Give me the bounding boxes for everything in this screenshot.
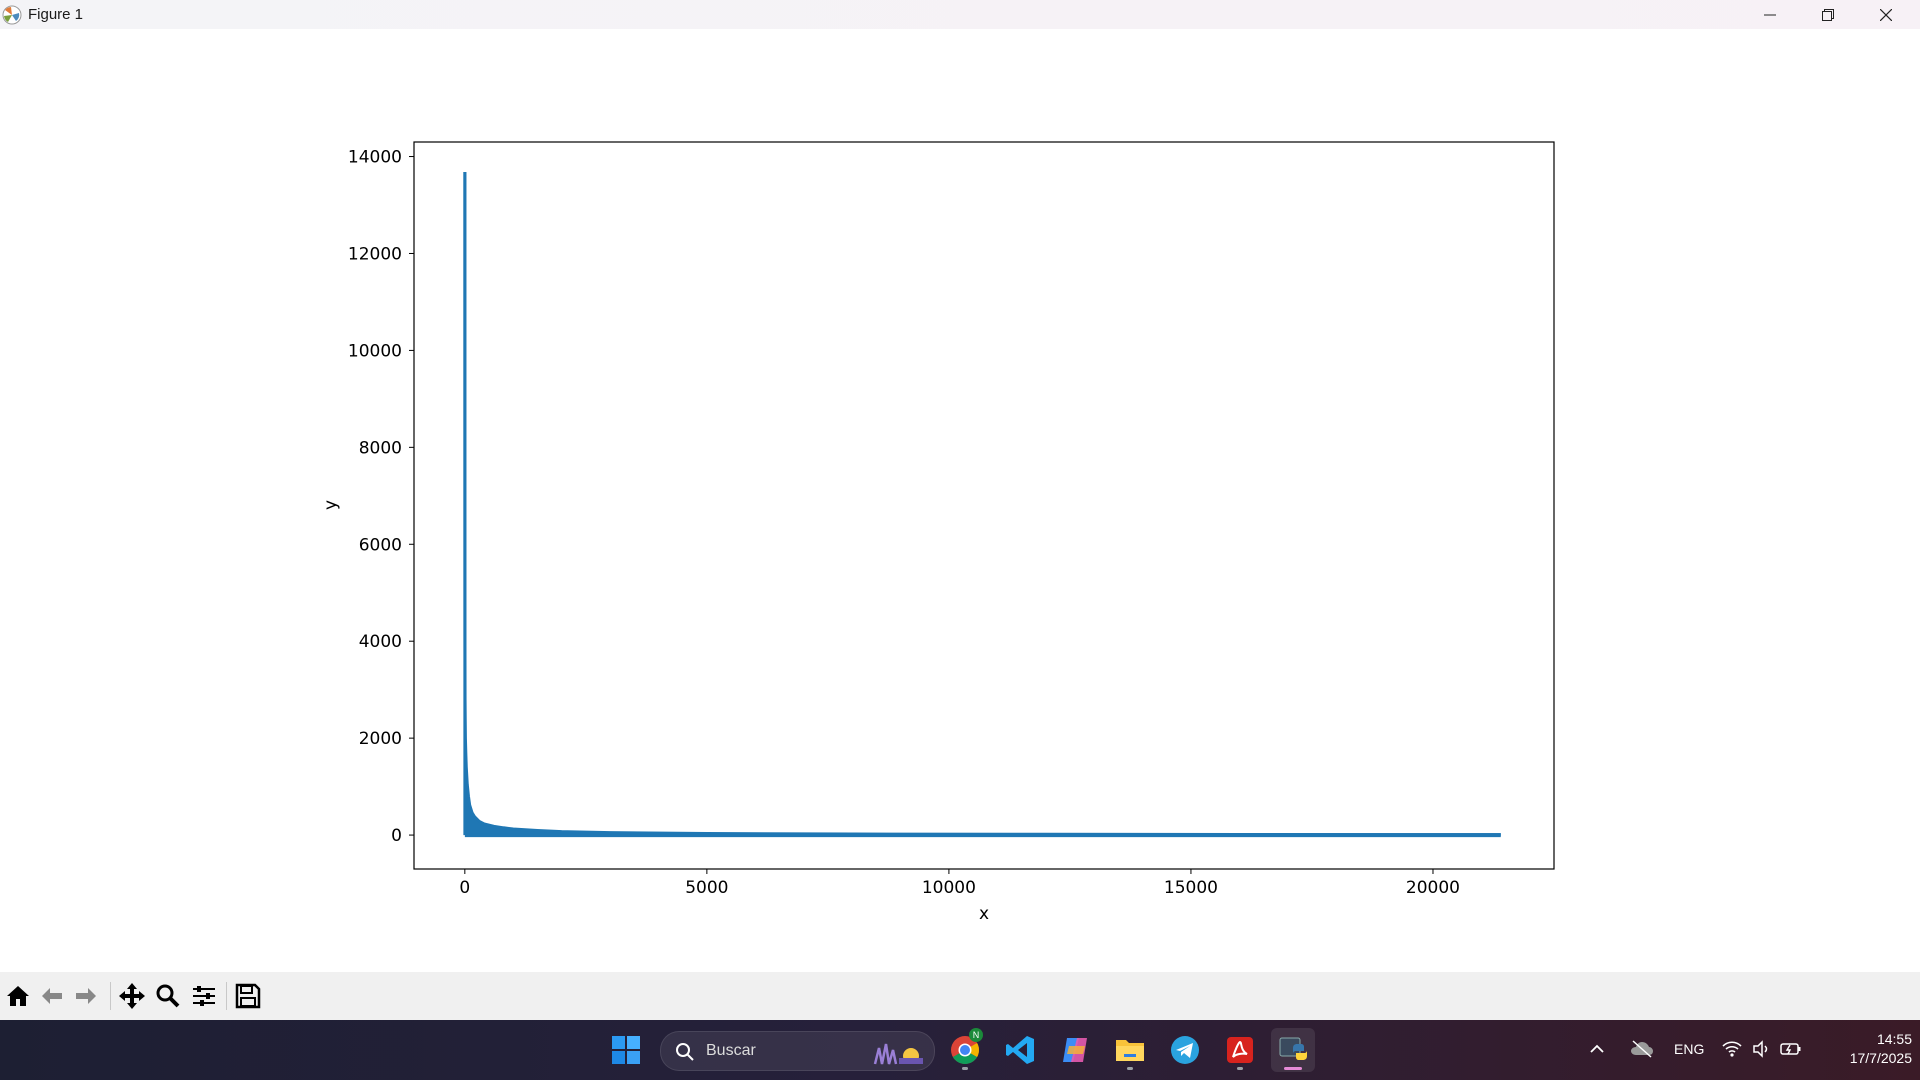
show-hidden-icons-button[interactable] xyxy=(1588,1040,1606,1063)
folder-icon xyxy=(1116,1040,1144,1061)
y-tick-label: 8000 xyxy=(359,438,402,458)
matplotlib-icon xyxy=(2,5,22,25)
chrome-icon xyxy=(951,1036,979,1064)
x-tick-label: 20000 xyxy=(1406,878,1460,898)
wifi-icon xyxy=(1722,1041,1742,1057)
y-tick-label: 0 xyxy=(391,826,402,846)
back-button[interactable] xyxy=(36,980,68,1012)
onedrive-status[interactable] xyxy=(1630,1039,1654,1064)
configure-subplots-button[interactable] xyxy=(188,980,220,1012)
taskbar-file-explorer[interactable] xyxy=(1108,1028,1152,1072)
arrow-left-icon xyxy=(42,988,62,1004)
minimize-icon xyxy=(1764,14,1776,15)
move-icon xyxy=(119,983,145,1009)
y-tick-label: 14000 xyxy=(348,148,402,168)
search-input[interactable]: Buscar xyxy=(660,1031,935,1071)
restore-icon xyxy=(1822,8,1834,21)
start-button[interactable] xyxy=(604,1028,648,1072)
running-indicator xyxy=(962,1067,968,1070)
y-tick-label: 6000 xyxy=(359,535,402,555)
y-tick-label: 10000 xyxy=(348,341,402,361)
toolbar-separator xyxy=(226,982,227,1010)
chrome-profile-badge: N xyxy=(969,1028,983,1042)
series-line xyxy=(463,172,1501,837)
window-title: Figure 1 xyxy=(28,6,84,23)
chevron-up-icon xyxy=(1590,1044,1604,1053)
taskbar-telegram[interactable] xyxy=(1163,1028,1207,1072)
running-indicator xyxy=(1127,1067,1133,1070)
search-highlight-icon xyxy=(873,1043,923,1065)
search-placeholder: Buscar xyxy=(706,1042,756,1059)
home-icon xyxy=(7,986,29,1006)
taskbar-copilot[interactable] xyxy=(1053,1028,1097,1072)
y-axis-label: y xyxy=(321,500,341,510)
restore-button[interactable] xyxy=(1799,0,1857,29)
minimize-button[interactable] xyxy=(1741,0,1799,29)
running-indicator xyxy=(1237,1067,1243,1070)
chart: 0 5000 10000 15000 20000 0 2000 4000 6000 8000 100… xyxy=(321,141,1555,924)
figure-canvas[interactable]: 0 5000 10000 15000 20000 0 2000 4000 6000 8000 100… xyxy=(0,29,1920,972)
home-button[interactable] xyxy=(2,980,34,1012)
language-indicator[interactable]: ENG xyxy=(1674,1041,1705,1057)
sliders-icon xyxy=(193,986,215,1006)
x-tick-label: 15000 xyxy=(1164,878,1218,898)
cloud-off-icon xyxy=(1631,1040,1653,1058)
taskbar-python[interactable] xyxy=(1271,1028,1315,1072)
arrow-right-icon xyxy=(76,988,96,1004)
pan-button[interactable] xyxy=(116,980,148,1012)
x-tick-label: 5000 xyxy=(685,878,728,898)
taskbar-chrome[interactable]: N xyxy=(943,1028,987,1072)
clock[interactable]: 14:55 17/7/2025 xyxy=(1820,1030,1912,1068)
series-area xyxy=(464,172,1501,836)
axes-frame xyxy=(413,141,1555,870)
toolbar-separator xyxy=(110,982,111,1010)
navigation-toolbar xyxy=(0,972,1920,1020)
volume-icon xyxy=(1753,1040,1768,1058)
magnifier-icon xyxy=(156,984,180,1008)
y-tick-label: 2000 xyxy=(359,729,402,749)
taskbar-vscode[interactable] xyxy=(998,1028,1042,1072)
vscode-icon xyxy=(1006,1036,1034,1064)
active-indicator xyxy=(1284,1067,1302,1070)
zoom-button[interactable] xyxy=(152,980,184,1012)
windows-logo-icon xyxy=(612,1036,640,1064)
clock-date: 17/7/2025 xyxy=(1849,1050,1912,1066)
acrobat-icon xyxy=(1227,1037,1253,1063)
python-icon xyxy=(1279,1037,1307,1060)
floppy-disk-icon xyxy=(235,983,261,1009)
x-axis-label: x xyxy=(979,904,989,924)
clock-time: 14:55 xyxy=(1876,1031,1912,1047)
x-tick-label: 10000 xyxy=(922,878,976,898)
system-tray-status[interactable] xyxy=(1722,1040,1802,1058)
title-bar: Figure 1 xyxy=(0,0,1920,29)
save-button[interactable] xyxy=(232,980,264,1012)
forward-button[interactable] xyxy=(70,980,102,1012)
close-button[interactable] xyxy=(1857,0,1915,29)
y-tick-label: 12000 xyxy=(348,244,402,264)
x-tick-label: 0 xyxy=(459,878,470,898)
y-tick-label: 4000 xyxy=(359,632,402,652)
copilot-icon xyxy=(1063,1038,1087,1062)
battery-charging-icon xyxy=(1780,1043,1801,1055)
search-icon xyxy=(676,1043,694,1061)
taskbar-acrobat[interactable] xyxy=(1218,1028,1262,1072)
close-icon xyxy=(1880,8,1892,21)
taskbar: Buscar N xyxy=(0,1020,1920,1080)
telegram-icon xyxy=(1171,1036,1199,1064)
